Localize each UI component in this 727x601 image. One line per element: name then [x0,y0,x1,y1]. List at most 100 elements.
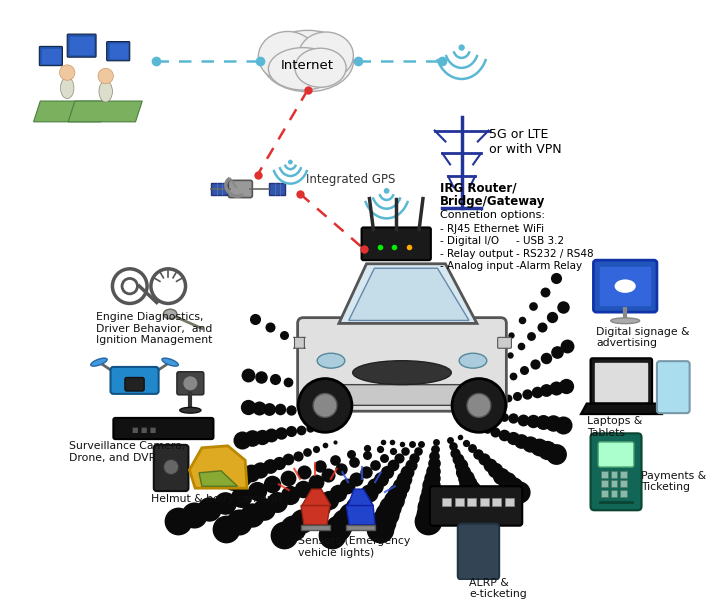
FancyBboxPatch shape [657,361,690,413]
FancyBboxPatch shape [590,433,641,510]
FancyBboxPatch shape [498,337,511,348]
FancyBboxPatch shape [111,367,158,394]
Circle shape [385,189,389,193]
Text: Connetion options:: Connetion options: [440,210,545,220]
Ellipse shape [91,358,107,366]
FancyBboxPatch shape [593,260,657,312]
Bar [443,498,451,507]
Bar [611,490,617,497]
Text: Integrated GPS: Integrated GPS [306,173,395,186]
Text: - RJ45 Ethernet: - RJ45 Ethernet [440,224,518,234]
Ellipse shape [614,279,635,293]
Text: - RS232 / RS48: - RS232 / RS48 [516,249,594,258]
Bar [467,498,476,507]
Bar [70,37,93,54]
Polygon shape [33,101,108,122]
Bar [110,44,126,58]
Bar [346,525,375,531]
Ellipse shape [60,78,74,99]
FancyBboxPatch shape [294,337,305,348]
Bar [455,498,464,507]
Bar [480,498,489,507]
Text: Internet: Internet [281,59,334,72]
Polygon shape [68,101,142,122]
FancyBboxPatch shape [228,180,252,198]
Bar [492,498,501,507]
Polygon shape [349,268,469,320]
Text: - USB 3.2: - USB 3.2 [516,236,565,246]
Text: - Analog input: - Analog input [440,261,513,271]
Bar [620,490,627,497]
FancyBboxPatch shape [590,358,652,406]
Bar [505,498,513,507]
Polygon shape [339,264,477,323]
Text: Engine Diagnostics,
Driver Behavior,  and
Ignition Management: Engine Diagnostics, Driver Behavior, and… [96,312,212,346]
Text: Payments &
Ticketing: Payments & Ticketing [640,471,706,492]
Polygon shape [190,446,247,488]
Bar [620,471,627,478]
Circle shape [467,394,491,417]
Circle shape [313,394,337,417]
Ellipse shape [164,310,177,319]
Text: Laptops &
Tablets: Laptops & Tablets [587,416,642,438]
Text: IRG Router/: IRG Router/ [440,182,516,194]
Ellipse shape [180,407,201,413]
Polygon shape [348,489,373,505]
Bar [601,490,608,497]
Ellipse shape [162,358,178,366]
FancyBboxPatch shape [324,385,480,405]
Bar [212,183,227,195]
Ellipse shape [459,353,487,368]
FancyBboxPatch shape [458,523,499,579]
Text: ALRP &
e-ticketing: ALRP & e-ticketing [470,578,527,599]
Text: - Digital I/O: - Digital I/O [440,236,499,246]
FancyBboxPatch shape [361,227,431,260]
Bar [620,480,627,487]
Polygon shape [199,471,238,486]
Polygon shape [346,505,375,525]
FancyBboxPatch shape [154,445,188,491]
Ellipse shape [99,81,113,102]
Bar [611,471,617,478]
Ellipse shape [353,361,451,385]
Bar [595,363,647,401]
Ellipse shape [295,48,346,87]
Circle shape [60,65,75,81]
FancyBboxPatch shape [67,34,96,57]
FancyBboxPatch shape [297,318,507,411]
Polygon shape [301,505,330,525]
FancyBboxPatch shape [39,46,63,66]
Ellipse shape [299,32,353,79]
Bar [301,525,330,531]
Ellipse shape [258,31,317,82]
Bar [601,480,608,487]
Polygon shape [302,489,331,505]
Text: 5G or LTE
or with VPN: 5G or LTE or with VPN [489,129,561,156]
Bar [270,183,285,195]
Bar [601,471,608,478]
Circle shape [289,160,292,163]
FancyBboxPatch shape [125,377,144,391]
Polygon shape [581,403,662,414]
Bar [601,267,650,305]
Ellipse shape [317,353,345,368]
Ellipse shape [611,318,640,324]
FancyBboxPatch shape [598,442,634,467]
Circle shape [164,459,179,475]
Circle shape [452,379,506,432]
Text: ■ ■ ■: ■ ■ ■ [132,427,156,433]
Text: -Alarm Relay: -Alarm Relay [516,261,582,271]
Ellipse shape [268,47,338,90]
FancyBboxPatch shape [430,486,522,526]
Text: Sensors (Emergency
vehicle lights): Sensors (Emergency vehicle lights) [298,536,410,558]
Text: Bridge/Gateway: Bridge/Gateway [440,195,545,208]
Ellipse shape [262,30,353,92]
Bar [42,49,60,63]
Circle shape [298,379,352,432]
Text: Surveillance Camera,
Drone, and DVR: Surveillance Camera, Drone, and DVR [69,441,185,463]
FancyBboxPatch shape [177,372,204,395]
FancyBboxPatch shape [113,418,214,439]
Circle shape [459,45,464,50]
Text: - WiFi: - WiFi [516,224,545,234]
Bar [611,480,617,487]
